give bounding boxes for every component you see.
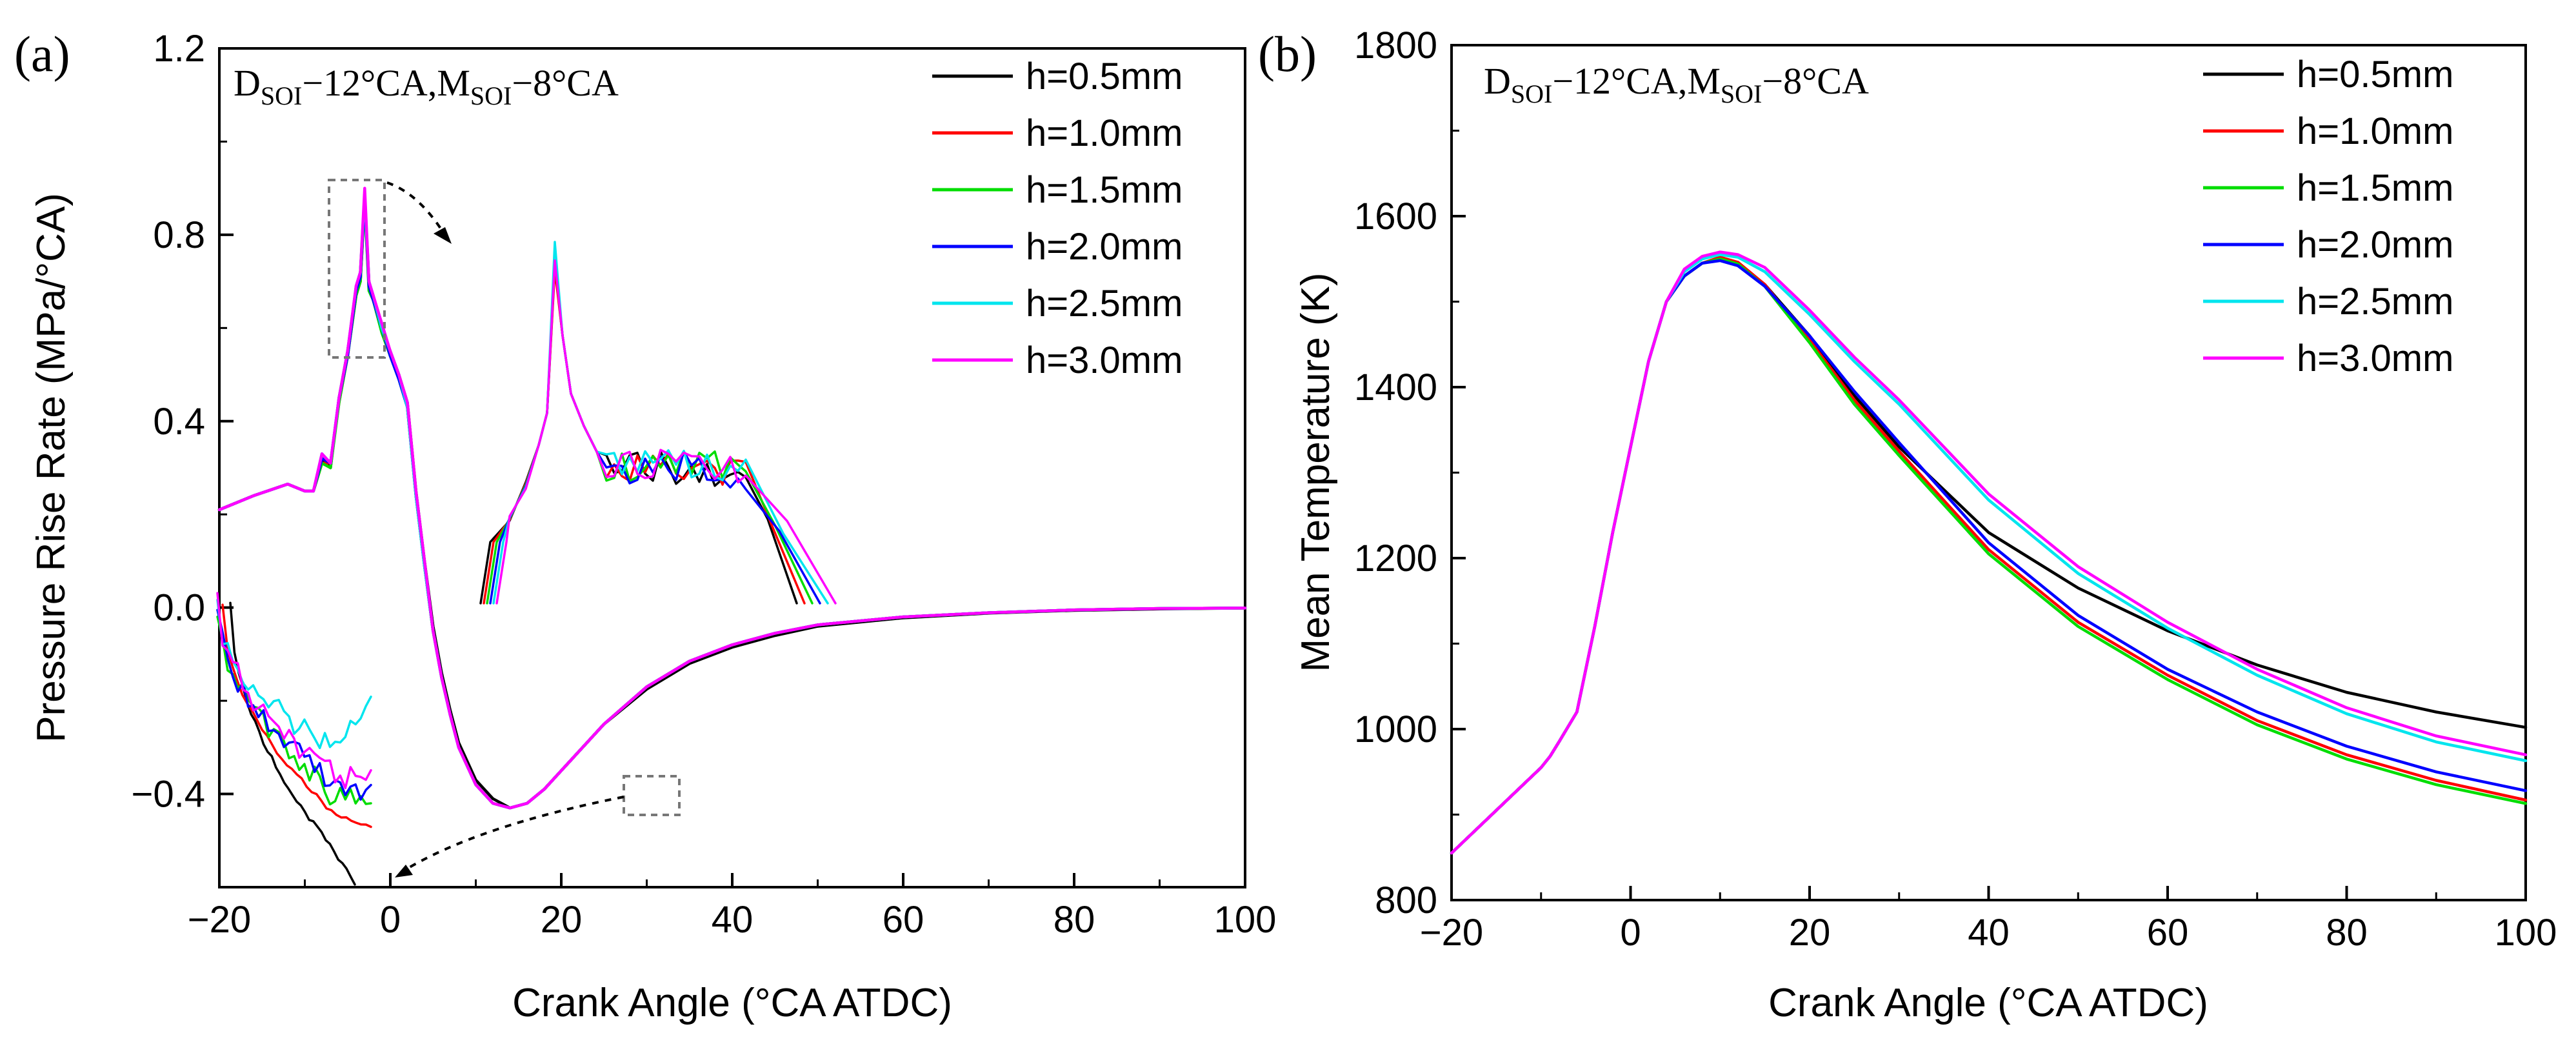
y-tick-label: 1400	[1354, 366, 1437, 408]
legend-label: h=2.5mm	[2297, 281, 2453, 323]
x-ticks-a: −20 0 20 40 60 80 100	[188, 873, 1277, 941]
y-axis-label-a: Pressure Rise Rate (MPa/°CA)	[29, 193, 74, 743]
legend-label: h=3.0mm	[1026, 339, 1183, 381]
x-axis-label-b: Crank Angle (°CA ATDC)	[1768, 981, 2208, 1025]
x-ticks-b: −20 0 20 40 60 80 100	[1420, 886, 2557, 954]
condition-b-m-sub: SOI	[1721, 79, 1762, 108]
legend-label: h=0.5mm	[2297, 54, 2453, 95]
legend-label: h=1.0mm	[2297, 110, 2453, 152]
x-tick-label: 80	[2326, 912, 2368, 954]
y-ticks-b: 800 1000 1200 1400 1600 1800	[1354, 25, 1466, 921]
condition-a-m: M	[437, 62, 470, 104]
y-tick-label: 1000	[1354, 708, 1437, 750]
x-tick-label: −20	[1420, 912, 1483, 954]
legend-label: h=0.5mm	[1026, 55, 1183, 97]
inset-peak-line	[479, 264, 798, 605]
legend-label: h=1.0mm	[1026, 112, 1183, 154]
condition-a-m-sub: SOI	[470, 81, 512, 110]
panel-b-label: (b)	[1258, 26, 1317, 82]
chart-panel-a: (a) DSOI−12°CA,MSOI−8°CA −20 0 20 40 60 80 100…	[14, 26, 1276, 1025]
x-tick-label: 20	[541, 899, 583, 941]
inset-peak-line	[489, 254, 821, 605]
condition-a-d-val: −12°CA,	[302, 62, 437, 104]
y-tick-label: 800	[1375, 879, 1437, 921]
condition-a-m-val: −8°CA	[512, 62, 619, 104]
series-line-h-3-0mm	[217, 186, 1247, 810]
condition-label-b: DSOI−12°CA,MSOI−8°CA	[1484, 60, 1869, 108]
y-tick-label: 0.4	[153, 401, 205, 443]
x-tick-label: 80	[1053, 899, 1095, 941]
condition-a-d: D	[234, 62, 261, 104]
legend-label: h=2.0mm	[2297, 224, 2453, 266]
series-group-b	[1450, 250, 2528, 855]
legend-label: h=3.0mm	[2297, 337, 2453, 379]
inset-trough-line	[229, 601, 356, 886]
y-tick-label: 0.8	[153, 214, 205, 256]
x-tick-label: 0	[1620, 912, 1641, 954]
condition-a-d-sub: SOI	[261, 81, 302, 110]
y-axis-label-b: Mean Temperature (K)	[1293, 272, 1338, 672]
zoom-arrowhead-trough	[395, 865, 413, 878]
x-tick-label: 40	[1968, 912, 2010, 954]
legend-label: h=2.5mm	[1026, 283, 1183, 325]
inset-trough-line	[216, 598, 372, 750]
inset-trough	[216, 592, 372, 886]
inset-peak-line	[483, 268, 806, 605]
zoom-arrow-peak	[386, 181, 446, 237]
inset-peak-line	[486, 259, 814, 605]
zoom-arrowhead-peak	[434, 227, 452, 244]
x-tick-label: 20	[1789, 912, 1831, 954]
legend-b: h=0.5mm h=1.0mm h=1.5mm h=2.0mm h=2.5mm h=3.0…	[2203, 54, 2453, 379]
inset-peak-line	[495, 259, 837, 605]
condition-b-d-sub: SOI	[1511, 79, 1552, 108]
x-tick-label: 60	[2147, 912, 2189, 954]
condition-b-d-val: −12°CA,	[1552, 60, 1687, 102]
y-ticks-a: −0.4 0.0 0.4 0.8 1.2	[132, 28, 234, 816]
y-tick-label: 1800	[1354, 25, 1437, 66]
inset-peak	[479, 241, 837, 605]
x-tick-label: −20	[188, 899, 251, 941]
panel-a-label: (a)	[14, 26, 70, 82]
zoom-box-trough	[623, 775, 681, 816]
x-tick-label: 0	[380, 899, 401, 941]
x-tick-label: 60	[883, 899, 924, 941]
x-tick-label: 100	[1214, 899, 1277, 941]
inset-trough-line	[216, 592, 372, 790]
y-tick-label: 0.0	[153, 587, 205, 629]
condition-b-d: D	[1484, 60, 1511, 102]
legend-label: h=2.0mm	[1026, 226, 1183, 268]
zoom-box-peak	[328, 179, 386, 359]
x-axis-label-a: Crank Angle (°CA ATDC)	[512, 981, 952, 1025]
chart-panel-b: (b) DSOI−12°CA,MSOI−8°CA −20 0 20 40 60 80 100…	[1258, 25, 2557, 1025]
condition-b-m: M	[1687, 60, 1721, 102]
y-tick-label: 1600	[1354, 196, 1437, 237]
series-group-a	[217, 186, 1247, 810]
series-line-h-3-0mm	[1450, 250, 2528, 855]
legend-a: h=0.5mm h=1.0mm h=1.5mm h=2.0mm h=2.5mm h=3.0…	[932, 55, 1183, 381]
condition-b-m-val: −8°CA	[1762, 60, 1869, 102]
y-tick-label: 1.2	[153, 28, 205, 70]
legend-label: h=1.5mm	[2297, 167, 2453, 209]
condition-label-a: DSOI−12°CA,MSOI−8°CA	[234, 62, 619, 110]
y-tick-label: −0.4	[132, 774, 206, 816]
zoom-arrow-trough	[402, 796, 624, 872]
legend-label: h=1.5mm	[1026, 169, 1183, 211]
x-tick-label: 40	[712, 899, 754, 941]
y-tick-label: 1200	[1354, 537, 1437, 579]
x-tick-label: 100	[2495, 912, 2557, 954]
